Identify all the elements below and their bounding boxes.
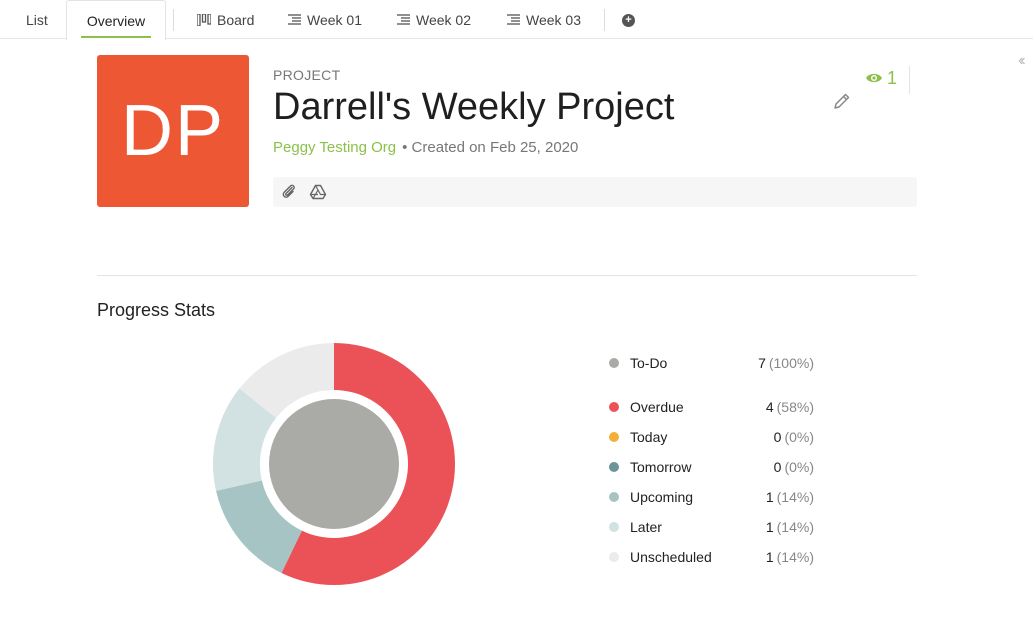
double-chevron-left-icon[interactable]: ‹‹ (1018, 52, 1025, 69)
active-tab-underline (81, 36, 151, 38)
legend-dot (609, 432, 619, 442)
tab-overview[interactable]: Overview (66, 0, 166, 40)
legend-count: 4 (765, 399, 774, 415)
legend-dot (609, 402, 619, 412)
legend-percent: (0%) (784, 429, 814, 445)
legend-row-unscheduled: Unscheduled 1 (14%) (609, 547, 814, 567)
paperclip-icon[interactable] (280, 183, 298, 201)
tab-board-label: Board (217, 11, 255, 28)
list-lines-icon (507, 14, 520, 25)
legend-count: 7 (758, 355, 766, 371)
list-lines-icon (288, 14, 301, 25)
legend-dot (609, 552, 619, 562)
project-kicker: PROJECT (273, 67, 341, 83)
pencil-icon[interactable] (832, 91, 852, 111)
header-divider (909, 66, 910, 94)
tab-list-label: List (26, 11, 48, 28)
watchers-button[interactable]: 1 (865, 68, 897, 89)
tab-board[interactable]: Board (197, 0, 254, 39)
legend-percent: (0%) (784, 459, 814, 475)
legend-percent: (100%) (768, 355, 814, 371)
tab-week-02[interactable]: Week 02 (397, 0, 471, 39)
legend-row-later: Later 1 (14%) (609, 517, 814, 537)
legend-count: 0 (773, 429, 782, 445)
legend-value: 1 (14%) (766, 489, 814, 505)
donut-slice-later[interactable] (213, 388, 277, 491)
tab-divider (173, 9, 174, 31)
tab-divider (604, 9, 605, 31)
legend-dot (609, 462, 619, 472)
legend-percent: (14%) (776, 519, 814, 535)
legend-value: 4 (58%) (766, 399, 814, 415)
legend-row-upcoming: Upcoming 1 (14%) (609, 487, 814, 507)
legend-row-overdue: Overdue 4 (58%) (609, 397, 814, 417)
google-drive-icon[interactable] (309, 183, 327, 201)
avatar-initials: DP (120, 91, 226, 171)
donut-slice-upcoming[interactable] (216, 480, 302, 574)
tab-week-02-label: Week 02 (416, 11, 471, 28)
tab-week-01-label: Week 01 (307, 11, 362, 28)
legend-value: 1 (14%) (766, 549, 814, 565)
legend-percent: (58%) (776, 399, 814, 415)
legend-dot (609, 492, 619, 502)
legend-value: 0 (0%) (774, 459, 814, 475)
tab-week-03-label: Week 03 (526, 11, 581, 28)
legend-count: 0 (773, 459, 782, 475)
legend-row-todo: To-Do 7 (100%) (609, 353, 814, 373)
add-tab-button[interactable]: + (622, 14, 635, 27)
tab-list[interactable]: List (26, 0, 48, 39)
legend-percent: (14%) (776, 489, 814, 505)
legend-label: Today (630, 429, 668, 445)
project-avatar: DP (97, 55, 249, 207)
page-title: Darrell's Weekly Project (273, 86, 675, 128)
legend-row-today: Today 0 (0%) (609, 427, 814, 447)
legend-value: 1 (14%) (766, 519, 814, 535)
legend-count: 1 (765, 549, 774, 565)
org-link[interactable]: Peggy Testing Org (273, 139, 397, 156)
legend-row-tomorrow: Tomorrow 0 (0%) (609, 457, 814, 477)
legend-label: Tomorrow (630, 459, 692, 475)
legend-label: Unscheduled (630, 549, 712, 565)
watchers-count: 1 (887, 68, 898, 88)
donut-center-todo (269, 399, 399, 529)
list-lines-icon (397, 14, 410, 25)
progress-donut-chart (213, 343, 455, 585)
legend-dot (609, 358, 619, 368)
legend-count: 1 (765, 489, 774, 505)
tab-week-03[interactable]: Week 03 (507, 0, 581, 39)
eye-icon (865, 68, 887, 89)
legend-percent: (14%) (776, 549, 814, 565)
legend-label: To-Do (630, 355, 668, 371)
legend-value: 7 (100%) (758, 355, 814, 371)
legend-label: Upcoming (630, 489, 694, 505)
legend-count: 1 (765, 519, 774, 535)
legend-value: 0 (0%) (774, 429, 814, 445)
tab-week-01[interactable]: Week 01 (288, 0, 362, 39)
board-icon (197, 13, 211, 26)
progress-stats-title: Progress Stats (97, 300, 216, 320)
donut-slice-overdue[interactable] (281, 343, 455, 585)
legend-label: Later (630, 519, 662, 535)
section-divider (97, 275, 917, 276)
legend-label: Overdue (630, 399, 684, 415)
add-tab-plus-icon: + (625, 14, 632, 26)
project-meta: Peggy Testing Org • Created on Feb 25, 20… (273, 139, 578, 156)
tab-bar: List Overview Board Week 01 Week 02 Week… (0, 0, 1033, 40)
tab-overview-label: Overview (86, 12, 146, 29)
legend-dot (609, 522, 619, 532)
created-date: • Created on Feb 25, 2020 (402, 139, 579, 156)
attachments-toolbar (273, 177, 917, 207)
donut-slice-unscheduled[interactable] (239, 343, 334, 418)
